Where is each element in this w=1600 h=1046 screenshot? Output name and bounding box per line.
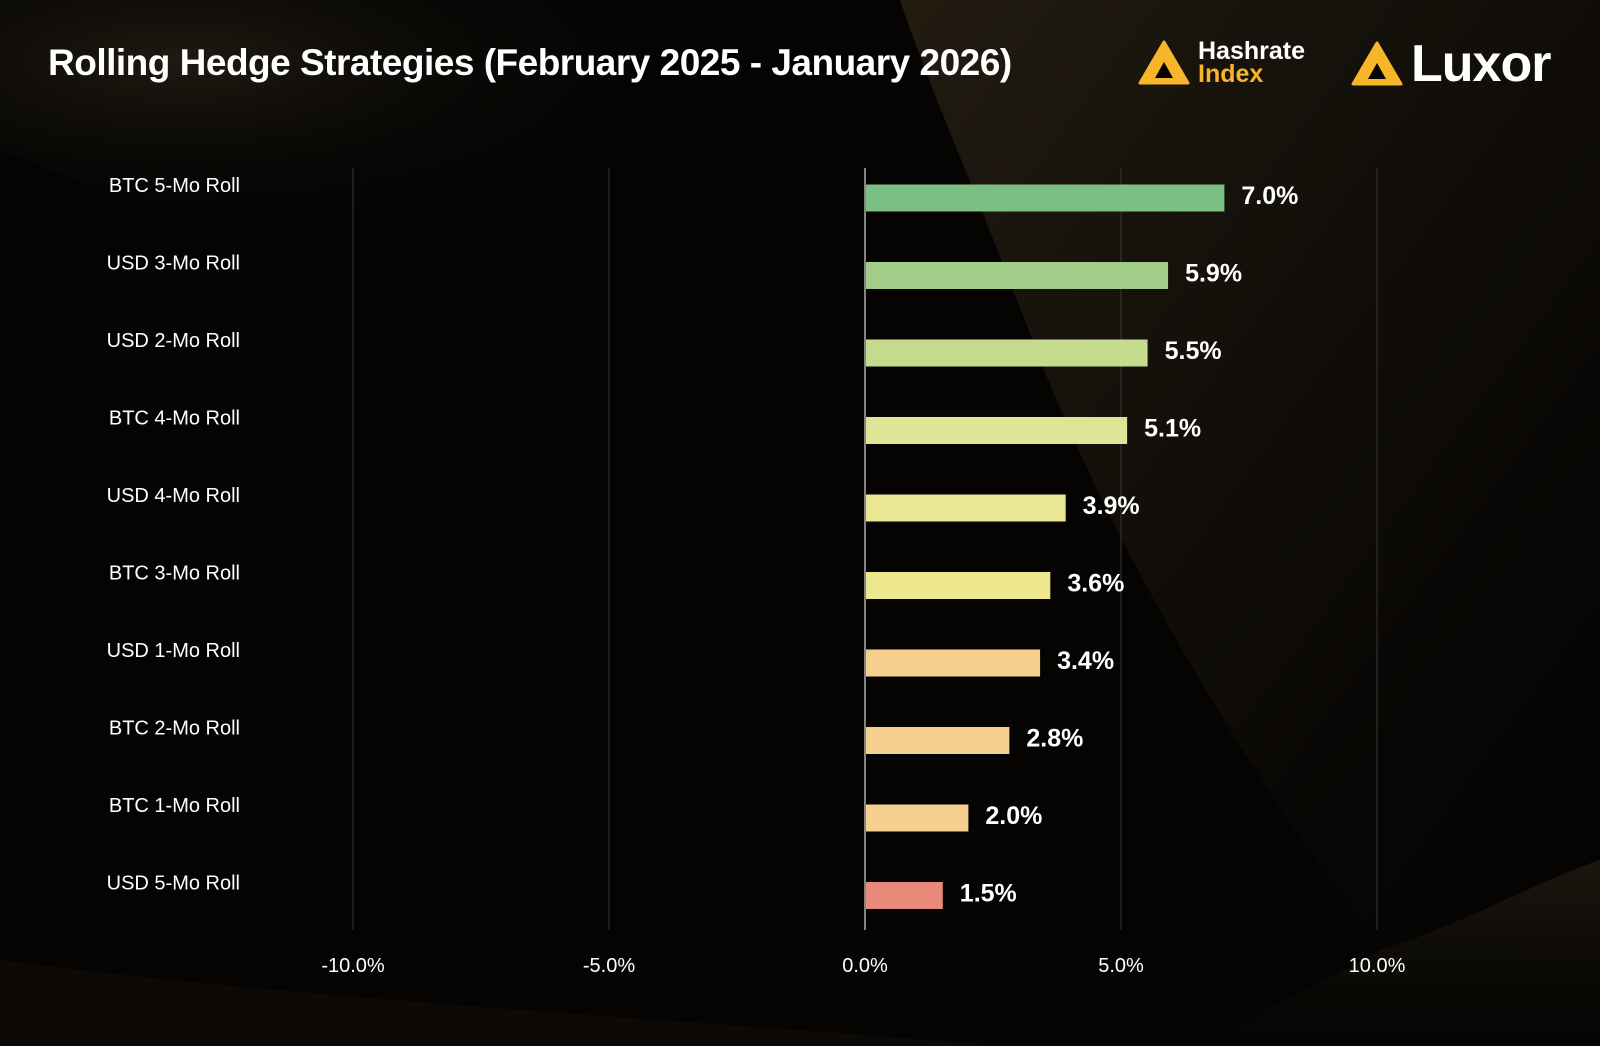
- data-label: 7.0%: [1241, 182, 1298, 210]
- bar: [866, 882, 943, 909]
- data-label: 3.9%: [1083, 492, 1140, 520]
- data-label: 1.5%: [960, 880, 1017, 908]
- category-label: BTC 2-Mo Roll: [109, 718, 240, 740]
- data-label: 3.4%: [1057, 647, 1114, 675]
- data-label: 2.0%: [985, 802, 1042, 830]
- category-label: USD 1-Mo Roll: [107, 640, 240, 662]
- x-tick-label: 0.0%: [842, 955, 888, 977]
- data-label: 5.1%: [1144, 415, 1201, 443]
- hashrate-index-icon: [1138, 40, 1190, 85]
- category-label: BTC 1-Mo Roll: [109, 795, 240, 817]
- luxor-logo: Luxor: [1351, 35, 1551, 93]
- data-label: 2.8%: [1026, 725, 1083, 753]
- chart-title: Rolling Hedge Strategies (February 2025 …: [48, 42, 1012, 83]
- bar: [866, 339, 1148, 367]
- x-tick-label: -5.0%: [583, 955, 635, 977]
- bar: [866, 494, 1066, 522]
- bar: [866, 262, 1169, 289]
- hashrate-index-logo: Hashrate Index: [1138, 37, 1305, 88]
- bar: [866, 804, 969, 832]
- bar: [866, 572, 1051, 599]
- x-tick-label: -10.0%: [321, 955, 385, 977]
- data-label: 5.9%: [1185, 260, 1242, 288]
- bar: [866, 184, 1225, 212]
- hashrate-index-logo-line2: Index: [1198, 60, 1264, 88]
- category-label: USD 5-Mo Roll: [107, 873, 240, 895]
- category-label: USD 2-Mo Roll: [107, 330, 240, 352]
- category-label: BTC 3-Mo Roll: [109, 563, 240, 585]
- bar: [866, 649, 1041, 677]
- category-label: USD 3-Mo Roll: [107, 253, 240, 275]
- data-label: 3.6%: [1067, 570, 1124, 598]
- x-tick-label: 5.0%: [1098, 955, 1144, 977]
- data-label: 5.5%: [1165, 337, 1222, 365]
- bar: [866, 417, 1128, 444]
- luxor-icon: [1351, 41, 1403, 86]
- category-label: USD 4-Mo Roll: [107, 485, 240, 507]
- category-label: BTC 4-Mo Roll: [109, 408, 240, 430]
- bar: [866, 727, 1010, 754]
- hashrate-index-logo-line1: Hashrate: [1198, 37, 1305, 65]
- x-tick-label: 10.0%: [1349, 955, 1406, 977]
- luxor-logo-text: Luxor: [1411, 35, 1551, 93]
- category-label: BTC 5-Mo Roll: [109, 175, 240, 197]
